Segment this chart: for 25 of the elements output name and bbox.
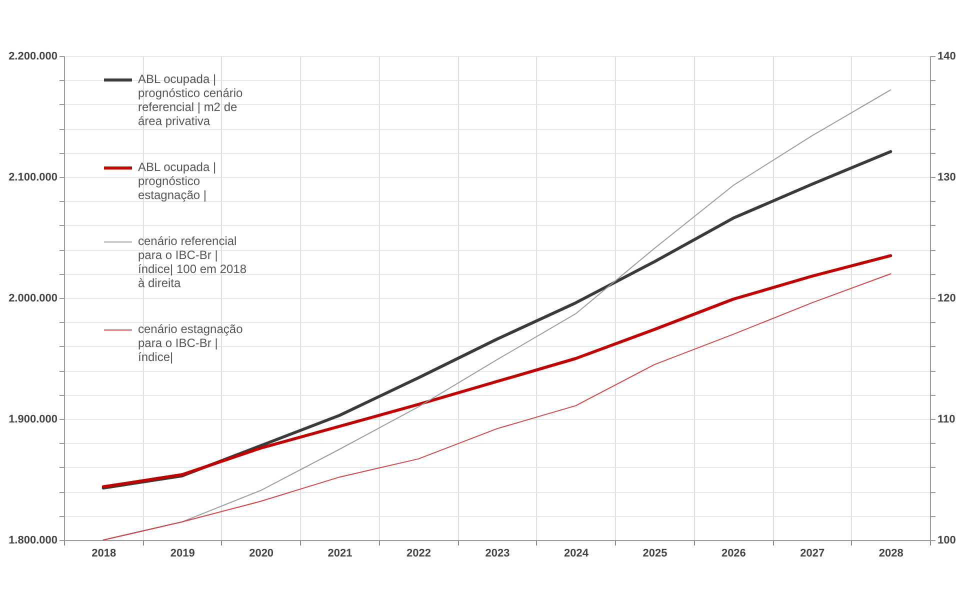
legend-label: ABL ocupada | prognóstico cenário referencial | m2 de área privativa [138, 72, 244, 128]
y-tick-label: 2.200.000 [8, 50, 58, 62]
x-tick-label: 2018 [92, 548, 116, 560]
y-tick-label: 2.100.000 [8, 172, 58, 184]
x-tick-label: 2028 [878, 548, 904, 560]
y2-tick-label: 130 [938, 172, 956, 184]
y2-tick-label: 110 [938, 414, 956, 426]
y2-tick-label: 120 [938, 292, 956, 304]
y-tick-label: 2.000.000 [8, 292, 58, 304]
legend-label: cenário estagnação para o IBC-Br | índice| [138, 322, 244, 364]
x-tick-label: 2021 [328, 548, 352, 560]
x-tick-label: 2026 [721, 548, 746, 560]
x-tick-label: 2022 [406, 548, 432, 560]
x-tick-label: 2024 [564, 548, 590, 560]
y2-tick-label: 140 [938, 50, 956, 62]
x-tick-label: 2023 [485, 548, 510, 560]
y2-tick-label: 100 [938, 534, 956, 546]
x-tick-label: 2027 [800, 548, 825, 560]
x-tick-label: 2019 [170, 548, 195, 560]
y-tick-label: 1.800.000 [8, 534, 58, 546]
legend-label: cenário referencial para o IBC-Br | índice| 100 em 2018 à direita [138, 234, 247, 290]
x-tick-label: 2025 [642, 548, 668, 560]
x-tick-label: 2020 [249, 548, 274, 560]
legend-label: ABL ocupada | prognóstico estagnação | [138, 160, 216, 202]
y-tick-label: 1.900.000 [8, 414, 58, 426]
